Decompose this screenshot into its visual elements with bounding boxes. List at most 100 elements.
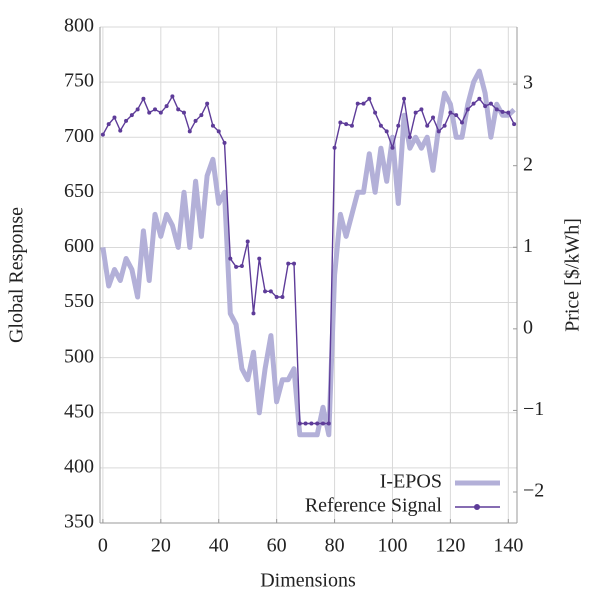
y2-tick-label: −2: [523, 480, 544, 502]
x-tick-label: 100: [377, 535, 407, 557]
series-marker: [471, 101, 476, 106]
series-marker: [326, 421, 331, 426]
series-marker: [349, 123, 354, 128]
series-marker: [129, 113, 134, 118]
series-marker: [355, 101, 360, 106]
legend-label: Reference Signal: [305, 495, 443, 517]
y-tick-label: 650: [64, 180, 94, 202]
x-axis-label: Dimensions: [260, 570, 356, 592]
series-marker: [141, 96, 146, 101]
series-marker: [158, 110, 163, 115]
series-marker: [407, 135, 412, 140]
series-marker: [181, 110, 186, 115]
y2-axis-label: Price [$/kWh]: [562, 218, 584, 332]
series-line: [100, 68, 516, 438]
x-tick-label: 0: [98, 535, 108, 557]
series-marker: [315, 421, 320, 426]
series-marker: [413, 110, 418, 115]
series-marker: [512, 122, 517, 127]
series-marker: [112, 115, 117, 120]
series-marker: [459, 120, 464, 125]
series-marker: [280, 295, 285, 300]
series-marker: [309, 421, 314, 426]
series-marker: [367, 96, 372, 101]
x-tick-label: 60: [267, 535, 287, 557]
y-tick-label: 600: [64, 235, 94, 257]
x-tick-label: 140: [493, 535, 523, 557]
x-tick-label: 120: [435, 535, 465, 557]
series-marker: [286, 261, 291, 266]
series-marker: [488, 101, 493, 106]
series-marker: [257, 256, 262, 261]
series-marker: [147, 110, 152, 115]
series-marker: [442, 123, 447, 128]
x-tick-label: 20: [151, 535, 171, 557]
series-marker: [118, 128, 123, 133]
series-marker: [402, 96, 407, 101]
series-marker: [268, 289, 273, 294]
series-marker: [292, 261, 297, 266]
series-marker: [338, 120, 343, 125]
y-tick-label: 400: [64, 455, 94, 477]
y2-tick-label: −1: [523, 398, 544, 420]
series-marker: [124, 118, 129, 123]
series-marker: [153, 107, 158, 112]
y2-tick-label: 1: [523, 235, 533, 257]
series-marker: [297, 421, 302, 426]
series-marker: [494, 107, 499, 112]
series-marker: [378, 123, 383, 128]
series-marker: [245, 239, 250, 244]
series-marker: [239, 264, 244, 269]
series-marker: [234, 264, 239, 269]
series-marker: [384, 129, 389, 134]
y-tick-label: 750: [64, 70, 94, 92]
series-marker: [344, 122, 349, 127]
y-tick-label: 700: [64, 125, 94, 147]
y-tick-label: 500: [64, 345, 94, 367]
series-marker: [193, 118, 198, 123]
legend-label: I-EPOS: [380, 471, 442, 493]
y2-tick-label: 2: [523, 153, 533, 175]
series-marker: [199, 113, 204, 118]
series-marker: [483, 104, 488, 109]
x-tick-label: 80: [325, 535, 345, 557]
series-marker: [205, 101, 210, 106]
y-tick-label: 550: [64, 290, 94, 312]
series-marker: [425, 123, 430, 128]
y-axis-label: Global Response: [6, 207, 28, 343]
series-marker: [332, 145, 337, 150]
series-marker: [263, 289, 268, 294]
series-marker: [251, 311, 256, 316]
series-marker: [436, 129, 441, 134]
series-marker: [106, 122, 111, 127]
series-marker: [216, 129, 221, 134]
series-marker: [274, 295, 279, 300]
y2-tick-label: 0: [523, 316, 533, 338]
series-marker: [361, 101, 366, 106]
series-marker: [222, 140, 227, 145]
series-marker: [135, 107, 140, 112]
series-marker: [465, 107, 470, 112]
series-marker: [390, 145, 395, 150]
y2-tick-label: 3: [523, 72, 533, 94]
series-marker: [431, 115, 436, 120]
series-marker: [228, 256, 233, 261]
series-marker: [500, 109, 505, 114]
series-marker: [320, 421, 325, 426]
y-tick-label: 450: [64, 400, 94, 422]
series-marker: [100, 132, 105, 137]
series-marker: [506, 110, 511, 115]
series-marker: [210, 123, 215, 128]
series-line: [102, 95, 515, 425]
y-tick-label: 800: [64, 15, 94, 37]
series-marker: [419, 107, 424, 112]
series-marker: [454, 113, 459, 118]
series-marker: [187, 129, 192, 134]
x-tick-label: 40: [209, 535, 229, 557]
y-tick-label: 350: [64, 511, 94, 533]
series-marker: [373, 110, 378, 115]
series-marker: [303, 421, 308, 426]
series-marker: [477, 96, 482, 101]
series-marker: [170, 94, 175, 99]
